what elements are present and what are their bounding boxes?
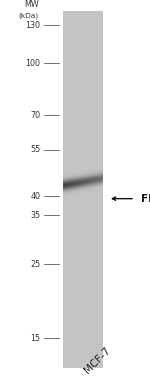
Text: 70: 70 [30, 111, 40, 119]
Text: 100: 100 [26, 59, 40, 68]
Text: FEN1: FEN1 [141, 194, 150, 204]
Text: MW: MW [24, 0, 39, 9]
Text: 25: 25 [30, 260, 40, 268]
Text: (kDa): (kDa) [19, 13, 39, 19]
Text: 40: 40 [30, 192, 40, 201]
Text: 15: 15 [30, 334, 40, 343]
Text: 130: 130 [26, 21, 40, 30]
Text: 35: 35 [30, 211, 40, 220]
Text: MCF-7: MCF-7 [82, 345, 112, 375]
Text: 55: 55 [30, 146, 40, 154]
